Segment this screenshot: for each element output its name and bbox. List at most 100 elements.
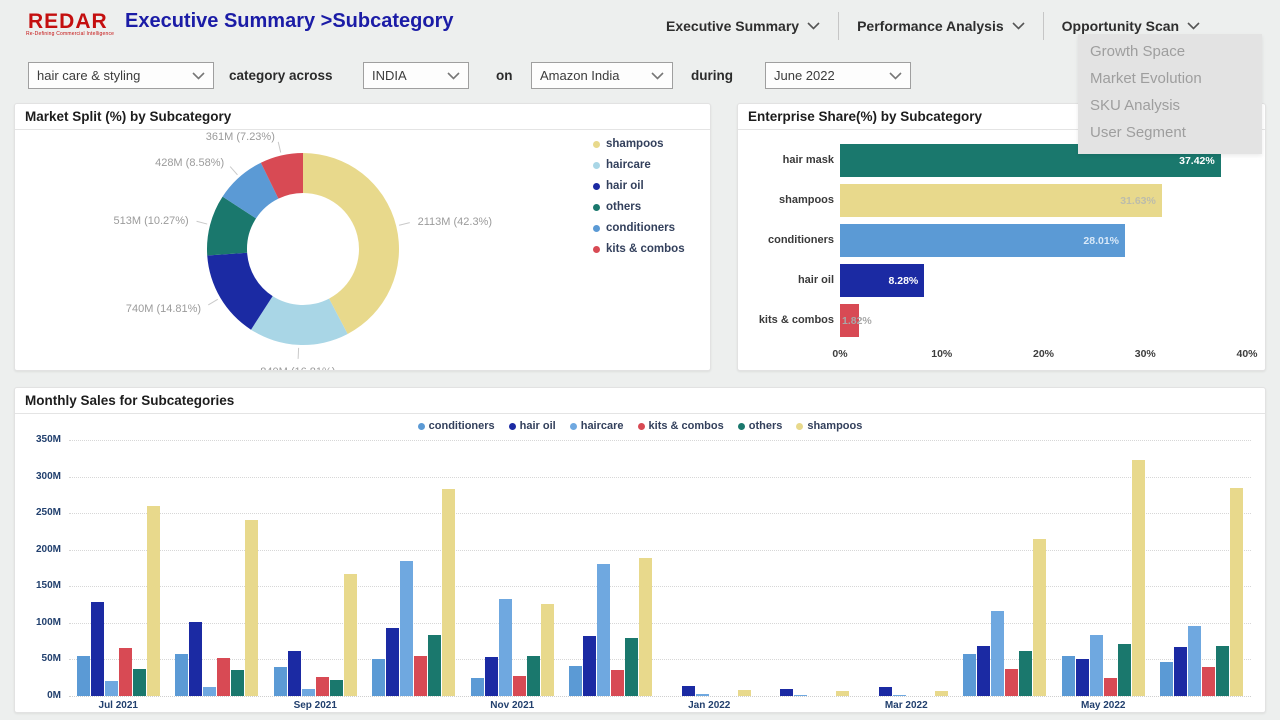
bar-shampoos[interactable] — [639, 557, 653, 696]
menu-item-market-evolution[interactable]: Market Evolution — [1090, 70, 1202, 87]
legend-item-haircare[interactable]: haircare — [569, 420, 624, 432]
bar-haircare[interactable] — [203, 686, 217, 696]
bar-shampoos[interactable] — [1230, 488, 1244, 696]
bar-shampoos[interactable] — [934, 690, 948, 696]
bar-hair oil[interactable] — [977, 646, 991, 696]
legend-item-shampoos[interactable]: shampoos — [593, 138, 685, 150]
bar-kits & combos[interactable] — [611, 670, 625, 696]
legend-item-kits & combos[interactable]: kits & combos — [593, 243, 685, 255]
bar-others[interactable] — [526, 655, 540, 696]
menu-item-growth-space[interactable]: Growth Space — [1090, 43, 1186, 60]
bar-conditioners[interactable] — [273, 667, 287, 696]
bar-shampoos[interactable] — [343, 573, 357, 696]
legend-item-conditioners[interactable]: conditioners — [417, 420, 495, 432]
period-select[interactable]: June 2022 — [765, 62, 911, 89]
donut-segment-hair oil[interactable] — [207, 252, 273, 330]
bar-haircare[interactable] — [794, 694, 808, 696]
bar-haircare[interactable] — [991, 611, 1005, 696]
bar-shampoos[interactable] — [1131, 459, 1145, 696]
menu-item-user-segment[interactable]: User Segment — [1090, 124, 1186, 141]
legend-item-hair oil[interactable]: hair oil — [593, 180, 685, 192]
bar-haircare[interactable] — [1188, 625, 1202, 696]
hbar-bar-conditioners[interactable] — [840, 224, 1125, 257]
donut-segment-kits & combos[interactable] — [260, 153, 303, 199]
hbar-bar-hair oil[interactable] — [840, 264, 925, 297]
bar-haircare[interactable] — [695, 693, 709, 696]
bar-shampoos[interactable] — [245, 520, 259, 696]
bar-others[interactable] — [231, 669, 245, 696]
nav-executive-summary[interactable]: Executive Summary — [648, 18, 838, 34]
bar-hair oil[interactable] — [287, 650, 301, 696]
monthly-sales-chart: conditioners hair oil haircare kits & combo… — [15, 414, 1265, 712]
legend-dot-icon — [593, 140, 600, 148]
bar-shampoos[interactable] — [442, 489, 456, 696]
bar-kits & combos[interactable] — [217, 657, 231, 696]
bar-hair oil[interactable] — [1174, 647, 1188, 696]
bar-haircare[interactable] — [892, 694, 906, 696]
bar-hair oil[interactable] — [681, 685, 695, 696]
bar-kits & combos[interactable] — [1202, 667, 1216, 696]
bar-haircare[interactable] — [400, 561, 414, 696]
nav-performance-analysis[interactable]: Performance Analysis — [839, 18, 1043, 34]
region-select[interactable]: INDIA — [363, 62, 469, 89]
bar-shampoos[interactable] — [1033, 538, 1047, 696]
category-select[interactable]: hair care & styling — [28, 62, 214, 89]
chevron-down-icon — [651, 71, 664, 80]
bar-conditioners[interactable] — [175, 653, 189, 696]
bar-haircare[interactable] — [498, 599, 512, 696]
hbar-bar-kits & combos[interactable] — [840, 304, 859, 337]
bar-others[interactable] — [625, 638, 639, 696]
bar-shampoos[interactable] — [146, 505, 160, 696]
legend-item-hair oil[interactable]: hair oil — [508, 420, 556, 432]
bar-kits & combos[interactable] — [1103, 677, 1117, 696]
legend-item-shampoos[interactable]: shampoos — [796, 420, 862, 432]
bar-conditioners[interactable] — [963, 653, 977, 696]
legend-item-others[interactable]: others — [737, 420, 782, 432]
donut-segment-shampoos[interactable] — [303, 153, 400, 334]
bar-hair oil[interactable] — [484, 657, 498, 696]
bar-others[interactable] — [1216, 646, 1230, 696]
bar-haircare[interactable] — [104, 681, 118, 696]
bar-hair oil[interactable] — [878, 687, 892, 696]
bar-conditioners[interactable] — [470, 677, 484, 696]
bar-conditioners[interactable] — [1160, 662, 1174, 696]
bar-kits & combos[interactable] — [512, 676, 526, 696]
bar-others[interactable] — [1117, 644, 1131, 696]
nav-opportunity-scan[interactable]: Opportunity Scan — [1044, 18, 1218, 34]
bar-hair oil[interactable] — [780, 688, 794, 696]
legend-item-conditioners[interactable]: conditioners — [593, 222, 685, 234]
bar-shampoos[interactable] — [737, 690, 751, 696]
bar-kits & combos[interactable] — [1005, 668, 1019, 696]
bar-conditioners[interactable] — [76, 655, 90, 696]
bar-shampoos[interactable] — [540, 603, 554, 696]
bar-hair oil[interactable] — [1075, 659, 1089, 696]
bar-others[interactable] — [428, 634, 442, 696]
bar-kits & combos[interactable] — [118, 648, 132, 696]
bar-haircare[interactable] — [301, 688, 315, 696]
bar-shampoos[interactable] — [836, 690, 850, 696]
menu-item-sku-analysis[interactable]: SKU Analysis — [1090, 97, 1181, 114]
bar-others[interactable] — [1019, 650, 1033, 696]
hbar-row-kits & combos: kits & combos 1.82% — [738, 304, 1265, 337]
bar-haircare[interactable] — [1089, 635, 1103, 696]
legend-item-others[interactable]: others — [593, 201, 685, 213]
legend-item-haircare[interactable]: haircare — [593, 159, 685, 171]
bar-hair oil[interactable] — [386, 627, 400, 696]
bar-haircare[interactable] — [597, 563, 611, 696]
bar-kits & combos[interactable] — [315, 676, 329, 696]
legend-item-kits & combos[interactable]: kits & combos — [637, 420, 724, 432]
bar-hair oil[interactable] — [90, 602, 104, 696]
bar-hair oil[interactable] — [189, 622, 203, 696]
bar-conditioners[interactable] — [372, 659, 386, 696]
bar-others[interactable] — [132, 668, 146, 696]
donut-segment-others[interactable] — [207, 196, 257, 256]
hbar-bar-shampoos[interactable] — [840, 184, 1162, 217]
bar-kits & combos[interactable] — [414, 655, 428, 696]
bar-others[interactable] — [329, 679, 343, 696]
bar-conditioners[interactable] — [569, 666, 583, 696]
donut-segment-haircare[interactable] — [251, 296, 348, 345]
bar-hair oil[interactable] — [583, 636, 597, 696]
bar-conditioners[interactable] — [1061, 655, 1075, 696]
donut-segment-conditioners[interactable] — [222, 162, 279, 219]
platform-select[interactable]: Amazon India — [531, 62, 673, 89]
